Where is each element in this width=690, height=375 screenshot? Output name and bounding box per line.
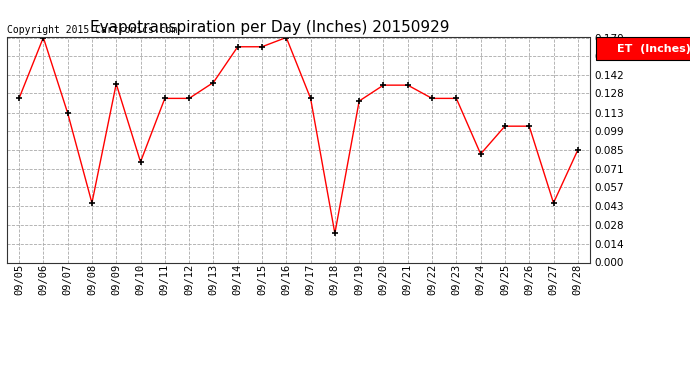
Text: Copyright 2015 Cartronics.com: Copyright 2015 Cartronics.com bbox=[7, 25, 177, 35]
FancyBboxPatch shape bbox=[595, 38, 690, 60]
Title: Evapotranspiration per Day (Inches) 20150929: Evapotranspiration per Day (Inches) 2015… bbox=[90, 20, 449, 35]
Text: ET  (Inches): ET (Inches) bbox=[617, 44, 690, 54]
